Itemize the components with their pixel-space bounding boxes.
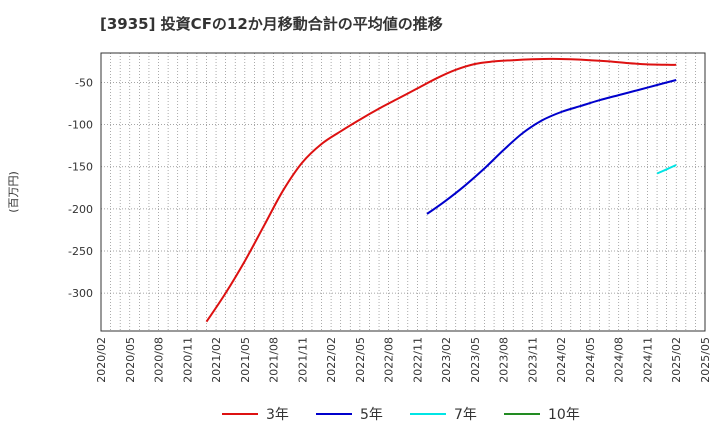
- x-tick-label: 2020/08: [153, 337, 166, 383]
- legend-label: 3年: [266, 407, 289, 423]
- y-tick-label: -250: [68, 245, 93, 258]
- x-tick-label: 2022/08: [383, 337, 396, 383]
- x-tick-label: 2021/02: [210, 337, 223, 383]
- x-tick-label: 2022/05: [354, 337, 367, 383]
- legend-label: 5年: [360, 407, 383, 423]
- series-line-1: [426, 79, 677, 215]
- x-tick-label: 2024/05: [584, 337, 597, 383]
- y-tick-label: -200: [68, 203, 93, 216]
- x-tick-label: 2024/11: [641, 337, 654, 383]
- y-axis-label: (百万円): [7, 171, 20, 213]
- x-tick-label: 2021/11: [296, 337, 309, 383]
- legend: 3年 5年 7年 10年: [222, 407, 580, 423]
- legend-label: 7年: [454, 407, 477, 423]
- chart-title: [3935] 投資CFの12か月移動合計の平均値の推移: [100, 15, 443, 33]
- grid: [101, 53, 705, 331]
- series-line-0: [205, 57, 677, 323]
- x-tick-label: 2024/08: [613, 337, 626, 383]
- x-tick-label: 2023/02: [440, 337, 453, 383]
- y-tick-label: -100: [68, 119, 93, 132]
- x-tick-label: 2020/11: [181, 337, 194, 383]
- x-axis-ticks: 2020/02 2020/05 2020/08 2020/11 2021/02 2021/…: [95, 337, 712, 383]
- y-tick-label: -50: [75, 76, 93, 89]
- x-tick-label: 2020/02: [95, 337, 108, 383]
- x-tick-label: 2022/11: [411, 337, 424, 383]
- x-tick-label: 2025/05: [699, 337, 712, 383]
- plot-frame: [100, 52, 706, 332]
- y-tick-label: -300: [68, 287, 93, 300]
- x-tick-label: 2021/08: [268, 337, 281, 383]
- y-axis-ticks: -50 -100 -150 -200 -250 -300: [68, 76, 93, 300]
- series-line-2: [656, 164, 677, 175]
- y-tick-label: -150: [68, 161, 93, 174]
- x-tick-label: 2020/05: [124, 337, 137, 383]
- x-tick-label: 2021/05: [239, 337, 252, 383]
- x-tick-label: 2023/08: [498, 337, 511, 383]
- x-tick-label: 2023/11: [526, 337, 539, 383]
- x-tick-label: 2025/02: [670, 337, 683, 383]
- legend-label: 10年: [548, 407, 580, 423]
- x-tick-label: 2024/02: [555, 337, 568, 383]
- series-group: [205, 57, 677, 323]
- x-tick-label: 2022/02: [325, 337, 338, 383]
- x-tick-label: 2023/05: [469, 337, 482, 383]
